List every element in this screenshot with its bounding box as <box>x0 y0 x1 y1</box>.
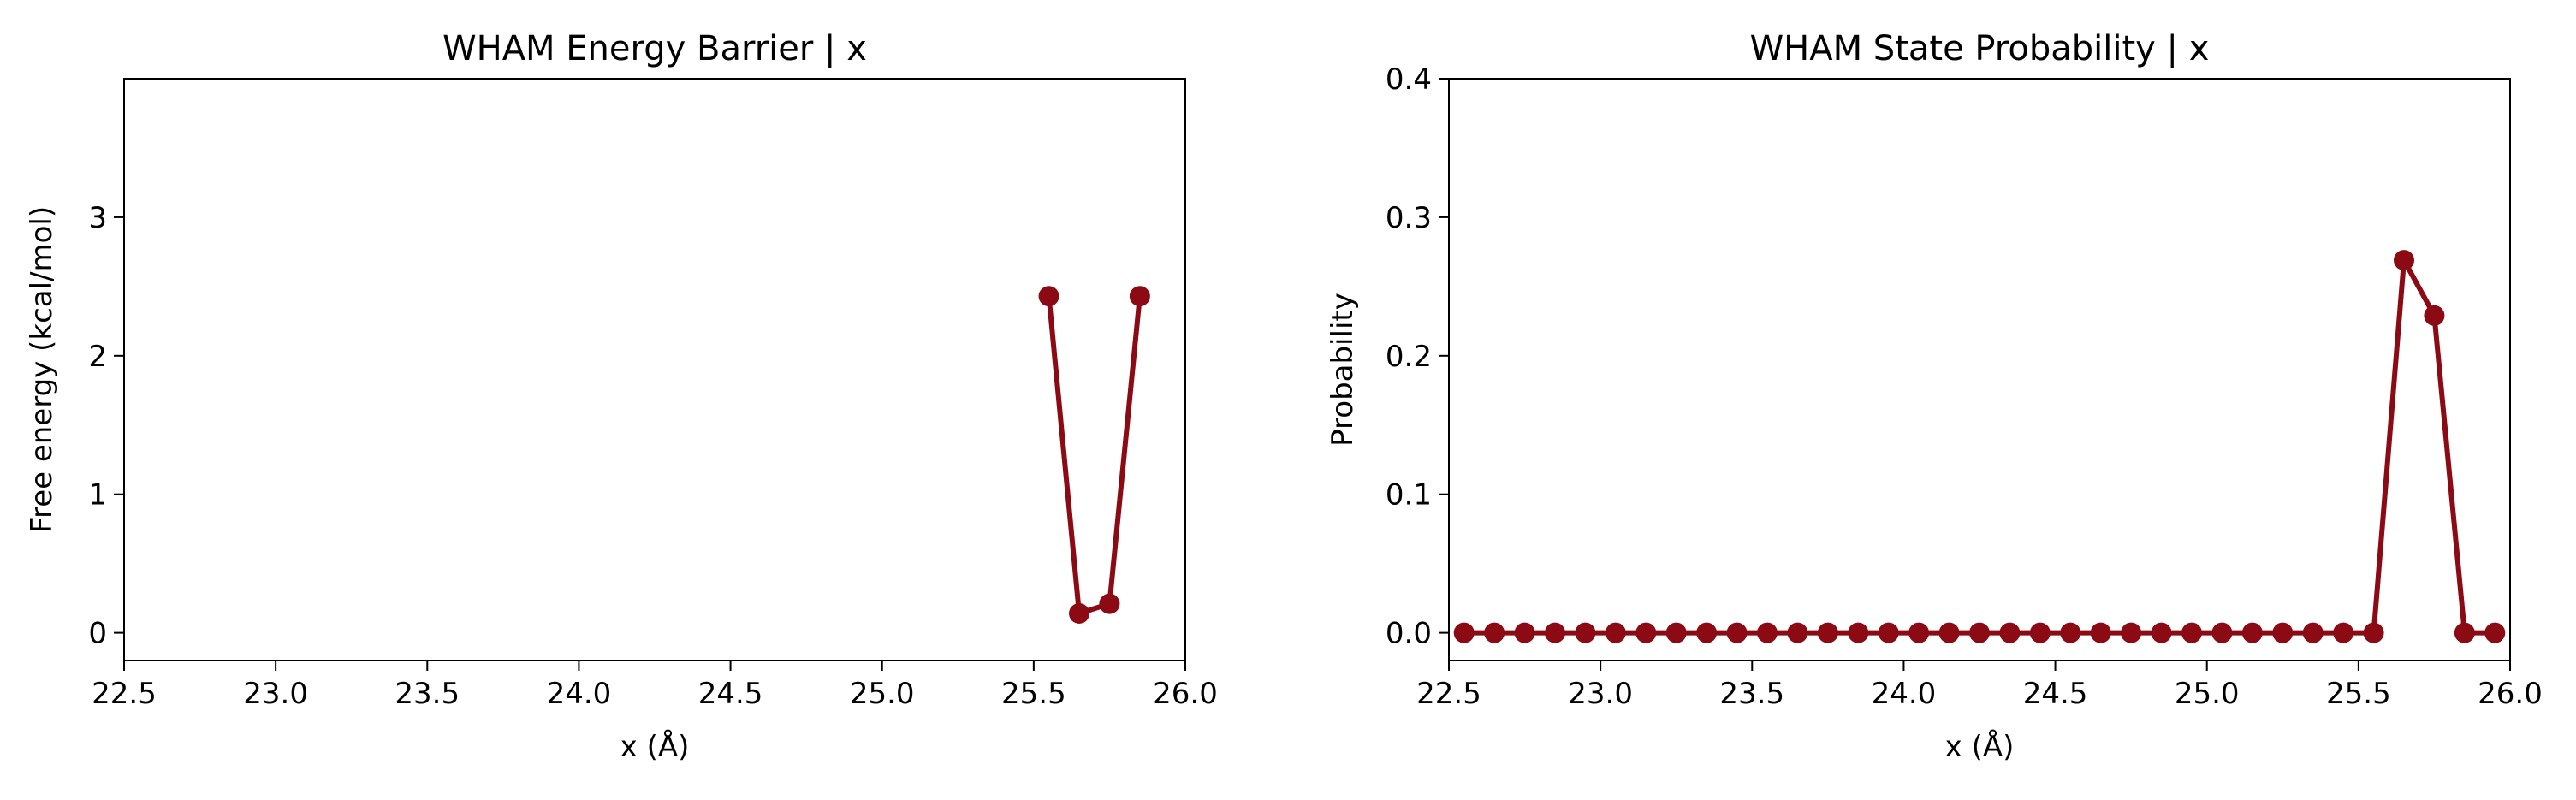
x-tick-label: 25.0 <box>2175 677 2240 711</box>
data-point <box>1635 622 1657 643</box>
data-point <box>1575 622 1596 643</box>
y-tick-label: 0.1 <box>1386 478 1432 513</box>
data-point <box>1969 622 1990 643</box>
data-point <box>1484 622 1505 643</box>
data-point <box>1908 622 1930 643</box>
x-tick-label: 23.0 <box>1568 677 1633 711</box>
data-point <box>2121 622 2142 643</box>
data-point <box>1099 593 1120 614</box>
y-tick-label: 0.0 <box>1386 617 1432 651</box>
data-point <box>1665 622 1687 643</box>
chart-title: WHAM State Probability | x <box>1750 29 2210 68</box>
data-point <box>1938 622 1960 643</box>
chart-1: WHAM Energy Barrier | x 22.5 23.0 23.5 24.0 2… <box>25 29 1218 764</box>
y-tick-label: 2 <box>88 340 107 374</box>
data-point <box>1545 622 1565 643</box>
data-point <box>1069 602 1089 624</box>
x-axis-label: x (Å) <box>620 729 690 764</box>
y-tick-label: 3 <box>88 201 107 235</box>
data-point <box>2029 622 2051 643</box>
data-point <box>1999 622 2021 643</box>
x-tick-label: 24.0 <box>547 677 612 711</box>
data-point <box>1038 286 1059 307</box>
data-point <box>2090 622 2111 643</box>
data-point <box>2302 622 2324 643</box>
x-tick-label: 24.0 <box>1872 677 1937 711</box>
x-tick-label: 22.5 <box>92 677 157 711</box>
plot-frame <box>123 78 1186 661</box>
y-tick-label: 0.2 <box>1386 340 1432 374</box>
data-point <box>2333 622 2354 643</box>
x-tick-label: 25.0 <box>850 677 915 711</box>
x-axis-label: x (Å) <box>1945 729 2015 764</box>
data-point <box>2394 250 2414 271</box>
series-line <box>1046 295 1143 616</box>
data-point <box>1514 622 1535 643</box>
data-point <box>2241 622 2263 643</box>
data-point <box>1696 622 1718 643</box>
data-point <box>2424 305 2445 326</box>
data-point <box>2363 622 2384 643</box>
data-point <box>2272 622 2294 643</box>
y-tick-label: 0 <box>88 617 107 651</box>
x-tick-label: 24.5 <box>698 677 763 711</box>
data-point <box>1848 622 1869 643</box>
data-point <box>1757 622 1778 643</box>
data-point <box>2211 622 2233 643</box>
x-tick-label: 23.5 <box>1719 677 1784 711</box>
y-tick-label: 0.4 <box>1386 62 1432 97</box>
x-tick-label: 23.5 <box>395 677 460 711</box>
data-point <box>1878 622 1899 643</box>
data-point <box>2484 622 2506 643</box>
y-tick-label: 1 <box>88 478 107 513</box>
data-point <box>2060 622 2081 643</box>
x-tick-label: 25.5 <box>2326 677 2391 711</box>
data-point <box>2151 622 2172 643</box>
chart-title: WHAM Energy Barrier | x <box>442 29 867 68</box>
data-point <box>1726 622 1748 643</box>
data-point <box>1129 286 1150 307</box>
data-point <box>1453 622 1475 643</box>
x-tick-label: 26.0 <box>2478 677 2543 711</box>
x-tick-label: 22.5 <box>1416 677 1481 711</box>
data-point <box>2454 622 2475 643</box>
chart-2: WHAM State Probability | x 22.5 23.0 23.5 24… <box>1326 29 2543 764</box>
x-tick-label: 23.0 <box>243 677 308 711</box>
x-tick-label: 24.5 <box>2023 677 2088 711</box>
series-line <box>1463 258 2496 636</box>
x-tick-label: 26.0 <box>1153 677 1218 711</box>
data-point <box>1817 622 1838 643</box>
data-point <box>1787 622 1808 643</box>
y-axis-label: Probability <box>1326 293 1360 447</box>
plot-frame <box>1448 78 2511 661</box>
y-tick-label: 0.3 <box>1386 201 1432 235</box>
x-tick-label: 25.5 <box>1001 677 1066 711</box>
data-point <box>1605 622 1626 643</box>
data-point <box>2181 622 2202 643</box>
y-axis-label: Free energy (kcal/mol) <box>25 206 59 533</box>
